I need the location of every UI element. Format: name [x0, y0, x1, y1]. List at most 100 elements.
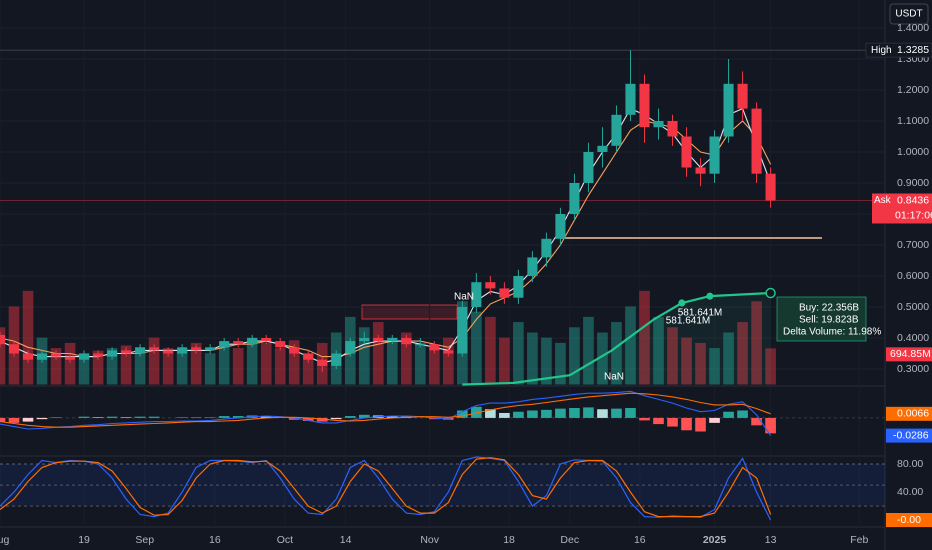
- macd-bar: [92, 417, 104, 418]
- volume-bar: [134, 353, 146, 385]
- y-tick-label: 1.4000: [897, 22, 929, 34]
- volume-bar: [190, 342, 202, 385]
- volume-bar: [372, 322, 384, 385]
- volume-bar: [106, 348, 118, 385]
- volume-badge: [886, 347, 932, 362]
- macd-bar: [709, 417, 720, 423]
- macd-bar: [50, 417, 62, 418]
- volume-bar: [527, 332, 538, 385]
- candle-body: [667, 121, 678, 137]
- delta-point: [706, 292, 714, 300]
- macd-bar: [485, 409, 496, 418]
- volume-bar: [765, 348, 776, 385]
- high-value: 1.3285: [897, 44, 929, 56]
- volume-bar: [695, 342, 706, 385]
- macd-bar: [190, 417, 202, 418]
- candle-body: [625, 83, 636, 115]
- candle-body: [93, 353, 104, 357]
- grid: [0, 27, 885, 507]
- currency: USDT: [895, 9, 922, 20]
- candle-body: [345, 341, 356, 354]
- candle-body: [121, 350, 132, 354]
- volume-bar: [513, 322, 524, 385]
- delta-point: [678, 299, 686, 307]
- y-tick-label: 1.1000: [897, 115, 929, 127]
- macd-bar: [78, 416, 90, 418]
- stoch-band: [0, 464, 885, 507]
- delta-point: [765, 287, 776, 299]
- macd-bar: [302, 417, 314, 421]
- y-tick-label: 1.2000: [897, 84, 929, 96]
- candle-body: [331, 353, 342, 366]
- tooltip-box: [776, 296, 867, 342]
- macd-line: [0, 390, 772, 436]
- candle-body: [359, 338, 370, 342]
- x-tick-label: Aug: [0, 534, 9, 546]
- candle-body: [387, 338, 398, 342]
- macd-bar: [134, 416, 146, 418]
- volume-bar: [176, 350, 188, 385]
- volume-bar: [218, 345, 230, 385]
- candle-body: [205, 347, 216, 351]
- volume-bar: [120, 345, 132, 385]
- volume-bar: [681, 337, 692, 385]
- macd-bar: [204, 417, 216, 418]
- candle-body: [135, 347, 146, 354]
- volume-bar: [639, 290, 650, 385]
- y-tick-label: 1.0000: [897, 146, 929, 158]
- candle-body: [457, 307, 468, 354]
- annotation: 581.641M: [678, 308, 722, 319]
- macd-bar: [527, 410, 538, 418]
- volume-bar: [246, 337, 258, 385]
- volume-bar: [597, 332, 608, 385]
- ask-badge: [872, 193, 932, 224]
- macd-bar: [653, 417, 664, 425]
- candle-body: [177, 347, 188, 354]
- volume-bar: [400, 332, 412, 385]
- candle-body: [22, 353, 34, 360]
- macd-bar: [751, 417, 762, 426]
- y-tick-label: 0.6000: [897, 270, 929, 282]
- volume-bar: [709, 348, 720, 385]
- macd-bar: [330, 417, 342, 420]
- candle-body: [485, 282, 496, 289]
- candle-body: [681, 136, 692, 168]
- macd-bar: [555, 408, 566, 418]
- candle-body: [513, 276, 524, 298]
- volume-bar: [429, 348, 440, 385]
- volume-bar: [386, 337, 398, 385]
- macd-bar: [429, 417, 440, 420]
- candle-body: [163, 350, 174, 354]
- volume-bar: [667, 327, 678, 385]
- candle-body: [723, 83, 734, 137]
- stoch-d: [0, 457, 772, 518]
- candle-body: [569, 183, 580, 214]
- stoch-tick-label: 80.00: [897, 458, 923, 470]
- ask-countdown: 01:17:06: [895, 209, 932, 221]
- macd-value: -0.0286: [893, 429, 929, 441]
- labels: USDT 0.30000.40000.50000.60000.70000.800…: [0, 3, 932, 546]
- volume-bar: [723, 332, 734, 385]
- high-badge: [865, 42, 932, 58]
- y-tick-label: 0.7000: [897, 239, 929, 251]
- volume-bar: [288, 340, 300, 385]
- annotation: NaN: [454, 292, 474, 303]
- currency-box[interactable]: [889, 3, 929, 25]
- macd-bar: [232, 416, 244, 418]
- candle-body: [429, 344, 440, 351]
- marks: [0, 49, 885, 521]
- x-tick-label: Sep: [135, 534, 154, 546]
- candle-body: [289, 347, 300, 354]
- candle-body: [401, 338, 412, 345]
- volume-bar: [260, 342, 272, 385]
- macd-bar: [316, 417, 328, 422]
- volume-bar: [232, 348, 244, 385]
- volume-bar: [22, 290, 34, 385]
- candle-body: [583, 152, 594, 183]
- candle-body: [527, 257, 538, 276]
- candle-body: [695, 167, 706, 174]
- candle-body: [275, 341, 286, 348]
- candle-body: [765, 173, 776, 201]
- volume-bar: [555, 342, 566, 385]
